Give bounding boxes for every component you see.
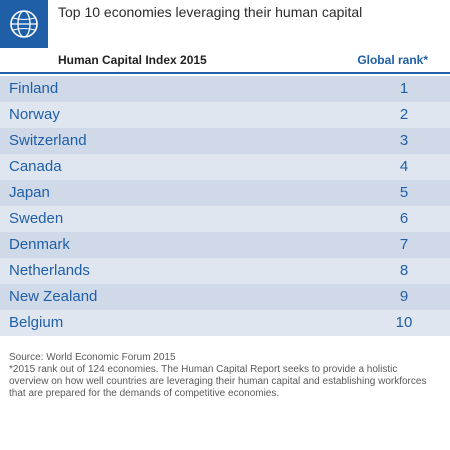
global-rank: 5: [399, 184, 409, 201]
table-row: Denmark 7: [0, 232, 450, 258]
global-rank: 7: [399, 236, 409, 253]
footnote-text: *2015 rank out of 124 economies. The Hum…: [9, 364, 427, 399]
source-text: Source: World Economic Forum 2015: [9, 352, 176, 363]
global-rank: 2: [399, 106, 409, 123]
header-divider: [0, 72, 450, 74]
country-name: Sweden: [9, 210, 64, 227]
country-name: Japan: [9, 184, 50, 201]
country-name: Finland: [9, 80, 59, 97]
global-rank: 8: [399, 262, 409, 279]
table-row: Belgium 10: [0, 310, 450, 336]
footnote: Source: World Economic Forum 2015 *2015 …: [9, 352, 429, 400]
global-rank: 3: [399, 132, 409, 149]
country-name: Canada: [9, 158, 62, 175]
column-header-index: Human Capital Index 2015: [58, 53, 207, 67]
table-row: Finland 1: [0, 76, 450, 102]
global-rank: 4: [399, 158, 409, 175]
country-name: Netherlands: [9, 262, 90, 279]
global-rank: 6: [399, 210, 409, 227]
header: Top 10 economies leveraging their human …: [0, 0, 450, 48]
ranking-table: Finland 1 Norway 2 Switzerland 3 Canada 4 Japan 5…: [0, 76, 450, 336]
globe-icon: [10, 10, 38, 38]
table-row: Japan 5: [0, 180, 450, 206]
global-rank: 9: [399, 288, 409, 305]
country-name: Denmark: [9, 236, 70, 253]
country-name: Norway: [9, 106, 60, 123]
table-row: New Zealand 9: [0, 284, 450, 310]
logo: [0, 0, 48, 48]
global-rank: 1: [399, 80, 409, 97]
country-name: New Zealand: [9, 288, 98, 305]
country-name: Belgium: [9, 314, 64, 331]
table-row: Sweden 6: [0, 206, 450, 232]
table-row: Netherlands 8: [0, 258, 450, 284]
chart-title: Top 10 economies leveraging their human …: [58, 4, 363, 20]
global-rank: 10: [395, 314, 413, 331]
table-row: Switzerland 3: [0, 128, 450, 154]
column-header: Human Capital Index 2015 Global rank*: [0, 52, 450, 68]
column-header-rank: Global rank*: [357, 53, 428, 67]
country-name: Switzerland: [9, 132, 87, 149]
table-row: Canada 4: [0, 154, 450, 180]
table-row: Norway 2: [0, 102, 450, 128]
